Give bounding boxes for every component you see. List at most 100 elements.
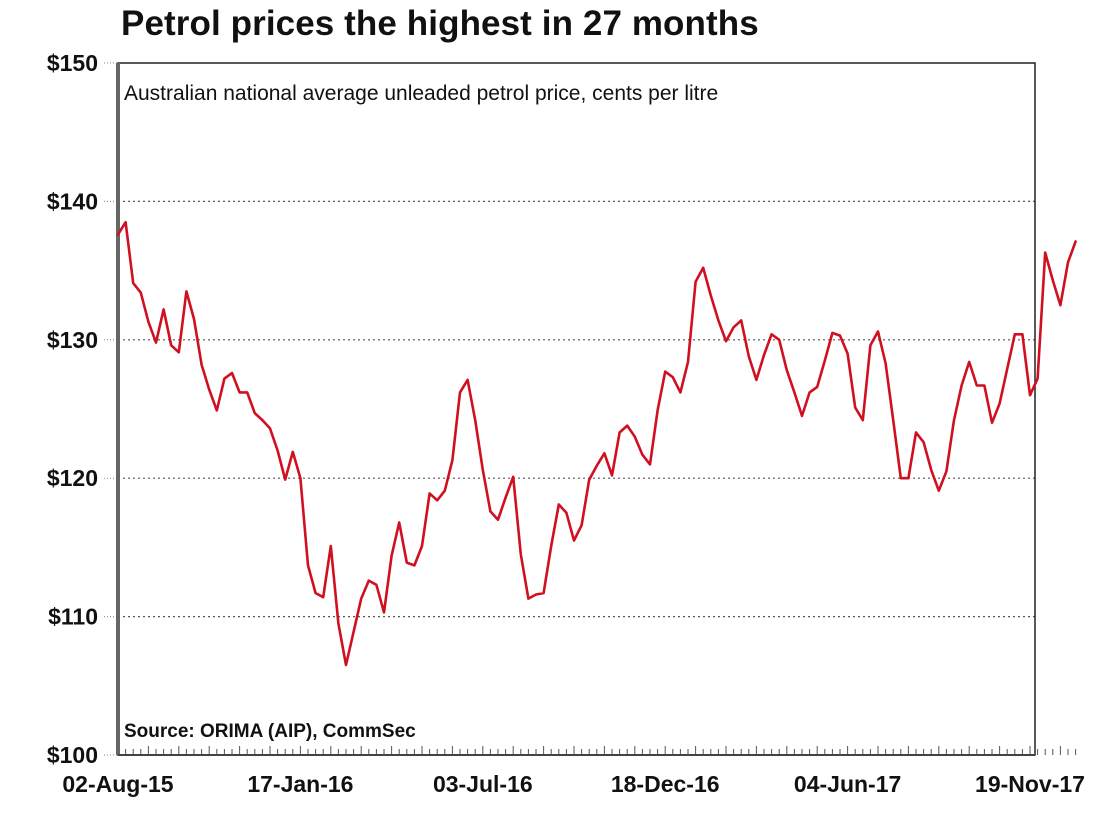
x-axis: 02-Aug-15 17-Jan-16 03-Jul-16 18-Dec-16 04-J… (62, 771, 1085, 797)
y-tick-label: $120 (47, 465, 98, 491)
data-point (406, 561, 408, 563)
data-point (938, 489, 940, 491)
data-point (314, 592, 316, 594)
x-tick-label: 17-Jan-16 (247, 771, 353, 797)
data-point (573, 539, 575, 541)
data-point (132, 282, 134, 284)
y-tick-label: $150 (47, 50, 98, 76)
data-point (474, 419, 476, 421)
data-point (580, 524, 582, 526)
data-point (1044, 251, 1046, 253)
data-point (466, 379, 468, 381)
data-point (1029, 394, 1031, 396)
data-point (550, 545, 552, 547)
data-point (922, 441, 924, 443)
data-point (117, 233, 119, 235)
data-point (679, 391, 681, 393)
data-point (991, 422, 993, 424)
data-point (915, 431, 917, 433)
data-point (223, 377, 225, 379)
data-point (763, 354, 765, 356)
data-point (383, 611, 385, 613)
data-point (1067, 261, 1069, 263)
data-point (436, 499, 438, 501)
data-point (246, 391, 248, 393)
y-tick-label: $140 (47, 188, 98, 214)
chart-subtitle: Australian national average unleaded pet… (124, 82, 718, 105)
data-point (1059, 304, 1061, 306)
data-point (497, 519, 499, 521)
data-point (976, 384, 978, 386)
data-point (542, 592, 544, 594)
data-point (854, 406, 856, 408)
data-point (140, 292, 142, 294)
x-tick-label: 04-Jun-17 (794, 771, 901, 797)
x-tick-label: 03-Jul-16 (433, 771, 533, 797)
data-point (535, 593, 537, 595)
data-point (330, 545, 332, 547)
data-point (299, 477, 301, 479)
data-point (732, 326, 734, 328)
data-point (801, 415, 803, 417)
data-point (846, 352, 848, 354)
data-point (337, 622, 339, 624)
data-point (155, 341, 157, 343)
data-point (824, 359, 826, 361)
data-point (953, 419, 955, 421)
data-point (588, 478, 590, 480)
data-point (147, 321, 149, 323)
data-point (656, 409, 658, 411)
data-point (634, 435, 636, 437)
data-point (770, 333, 772, 335)
data-point (170, 344, 172, 346)
data-point (626, 424, 628, 426)
data-point (725, 340, 727, 342)
data-point (672, 376, 674, 378)
data-point (968, 361, 970, 363)
data-point (185, 290, 187, 292)
data-point (831, 332, 833, 334)
data-point (352, 631, 354, 633)
data-point (284, 478, 286, 480)
x-tick-label: 02-Aug-15 (62, 771, 173, 797)
data-point (1014, 333, 1016, 335)
x-tick-label: 18-Dec-16 (611, 771, 720, 797)
data-point (808, 391, 810, 393)
data-point (717, 319, 719, 321)
data-point (960, 384, 962, 386)
data-point (307, 564, 309, 566)
data-point (398, 521, 400, 523)
data-point (1006, 368, 1008, 370)
data-point (710, 294, 712, 296)
data-point (413, 564, 415, 566)
data-point (1021, 333, 1023, 335)
data-point (276, 449, 278, 451)
series-group (116, 220, 1077, 667)
chart-title: Petrol prices the highest in 27 months (121, 4, 759, 43)
data-point (565, 512, 567, 514)
data-point (322, 596, 324, 598)
data-point (178, 351, 180, 353)
y-tick-label: $130 (47, 327, 98, 353)
data-point (649, 463, 651, 465)
series-line-unleaded-price (116, 220, 1077, 667)
data-point (694, 280, 696, 282)
data-point (907, 477, 909, 479)
data-point (998, 402, 1000, 404)
data-point (451, 459, 453, 461)
data-point (558, 503, 560, 505)
data-point (208, 388, 210, 390)
data-point (216, 409, 218, 411)
data-point (1052, 279, 1054, 281)
data-point (930, 469, 932, 471)
data-point (755, 379, 757, 381)
y-tick-label: $100 (47, 742, 98, 768)
x-axis-minor-ticks (117, 746, 1077, 755)
data-point (428, 492, 430, 494)
data-point (892, 419, 894, 421)
data-point (527, 597, 529, 599)
data-point (740, 319, 742, 321)
data-point (603, 452, 605, 454)
gridlines (104, 62, 1035, 756)
